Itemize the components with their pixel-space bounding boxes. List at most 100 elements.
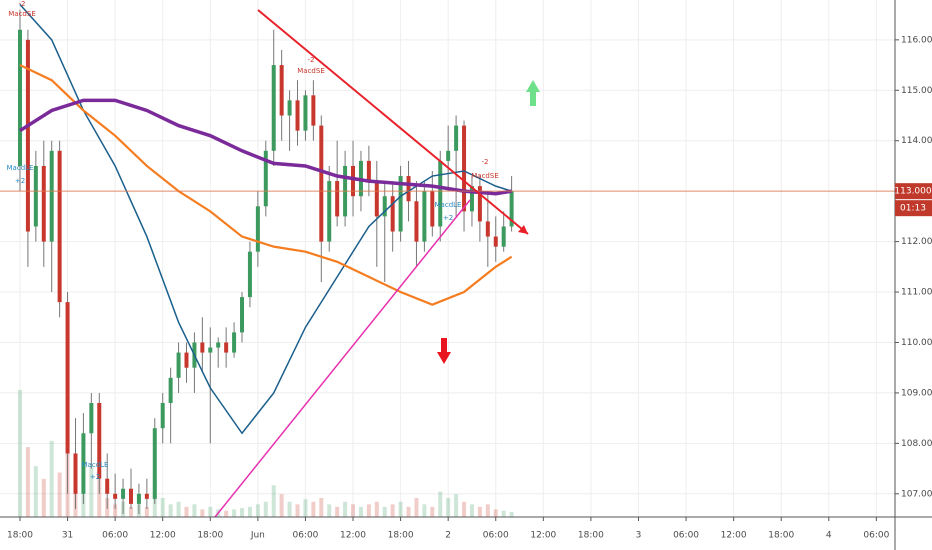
y-tick-label: 108.000 (901, 439, 932, 449)
y-tick-label: 107.000 (901, 489, 932, 499)
volume-bar (446, 497, 451, 517)
volume-bar (358, 506, 363, 517)
volume-bar (287, 501, 292, 517)
volume-bar (406, 506, 411, 517)
candle-body (216, 342, 221, 348)
volume-bar (224, 510, 229, 517)
volume-bar (335, 506, 340, 517)
candle-body (49, 150, 54, 242)
candle-body (81, 433, 86, 494)
volume (17, 390, 514, 517)
volume-bar (327, 504, 332, 517)
volume-bar (374, 501, 379, 517)
candle-body (327, 181, 332, 242)
volume-bar (430, 506, 435, 517)
volume-bar (49, 440, 54, 517)
x-tick-label: 31 (62, 531, 73, 541)
volume-bar (343, 501, 348, 517)
volume-bar (33, 466, 38, 517)
volume-bar (303, 499, 308, 517)
moving-average (19, 64, 513, 306)
candle-body (398, 176, 403, 232)
volume-bar (25, 447, 30, 517)
candle-body (335, 181, 340, 217)
volume-bar (469, 504, 474, 517)
x-tick-label: 18:00 (578, 531, 604, 541)
axes: 107.000 108.000 109.000 110.000 111.000 112.0… (7, 35, 932, 541)
x-tick-label: 06:00 (863, 531, 889, 541)
candle-body (438, 160, 443, 227)
volume-bar (382, 506, 387, 517)
candle-body (271, 65, 276, 151)
candle-body (247, 251, 252, 298)
volume-bar (184, 506, 189, 517)
candle-body (41, 165, 46, 242)
annotation: -2 (308, 56, 315, 64)
candle-body (485, 221, 490, 237)
price-tag (895, 183, 932, 200)
candle-body (89, 403, 94, 434)
annotation: +2 (443, 214, 453, 222)
x-tick-label: 4 (826, 531, 832, 541)
candle-body (477, 186, 482, 222)
annotation: +2 (90, 473, 100, 481)
volume-bar (113, 504, 118, 517)
x-tick-label: 18:00 (197, 531, 223, 541)
arrow-head (518, 225, 528, 234)
candle-body (422, 191, 427, 242)
x-tick-label: 12:00 (150, 531, 176, 541)
candle-body (446, 150, 451, 161)
volume-bar (247, 506, 252, 517)
volume-bar (17, 390, 22, 517)
candle-body (319, 125, 324, 242)
annotation: MacdSE (8, 10, 36, 18)
candle-body (136, 493, 141, 504)
candle-body (105, 478, 110, 494)
volume-bar (81, 491, 86, 517)
candle-body (351, 165, 356, 197)
candle-body (311, 95, 316, 126)
candle-body (390, 196, 395, 232)
volume-bar (462, 501, 467, 517)
candle-body (469, 186, 474, 212)
candle-body (33, 165, 38, 227)
candle-body (184, 352, 189, 368)
volume-bar (97, 478, 102, 517)
candle-body (73, 453, 78, 494)
y-tick-label: 111.000 (901, 288, 932, 298)
x-tick-label: 12:00 (530, 531, 556, 541)
annotation: MacdLE (7, 164, 34, 172)
y-tick-label: 114.000 (901, 136, 932, 146)
volume-bar (263, 501, 268, 517)
volume-bar (176, 501, 181, 517)
volume-bar (232, 509, 237, 517)
trend-line (257, 9, 529, 235)
volume-bar (414, 497, 419, 517)
candle-body (414, 201, 419, 242)
candle-body (366, 160, 371, 182)
volume-bar (57, 472, 62, 517)
candle-body (493, 236, 498, 247)
candle-body (430, 191, 435, 227)
y-tick-label: 112.000 (901, 237, 932, 247)
candle-body (240, 297, 245, 333)
volume-bar (192, 504, 197, 517)
candle-body (374, 181, 379, 217)
candle-body (128, 488, 133, 504)
moving-average (19, 4, 512, 435)
candle-body (406, 176, 411, 202)
candle-body (176, 352, 181, 378)
candle-body (168, 377, 173, 404)
countdown-label: 01:13 (900, 204, 926, 214)
volume-bar (493, 509, 498, 517)
volume-bar (168, 504, 173, 517)
volume-bar (295, 504, 300, 517)
x-tick-label: 18:00 (768, 531, 794, 541)
volume-bar (366, 504, 371, 517)
candle-body (501, 226, 506, 247)
y-tick-label: 110.000 (901, 338, 932, 348)
volume-bar (41, 478, 46, 517)
volume-bar (319, 497, 324, 517)
volume-bar (144, 506, 149, 517)
annotation: -2 (482, 158, 489, 166)
